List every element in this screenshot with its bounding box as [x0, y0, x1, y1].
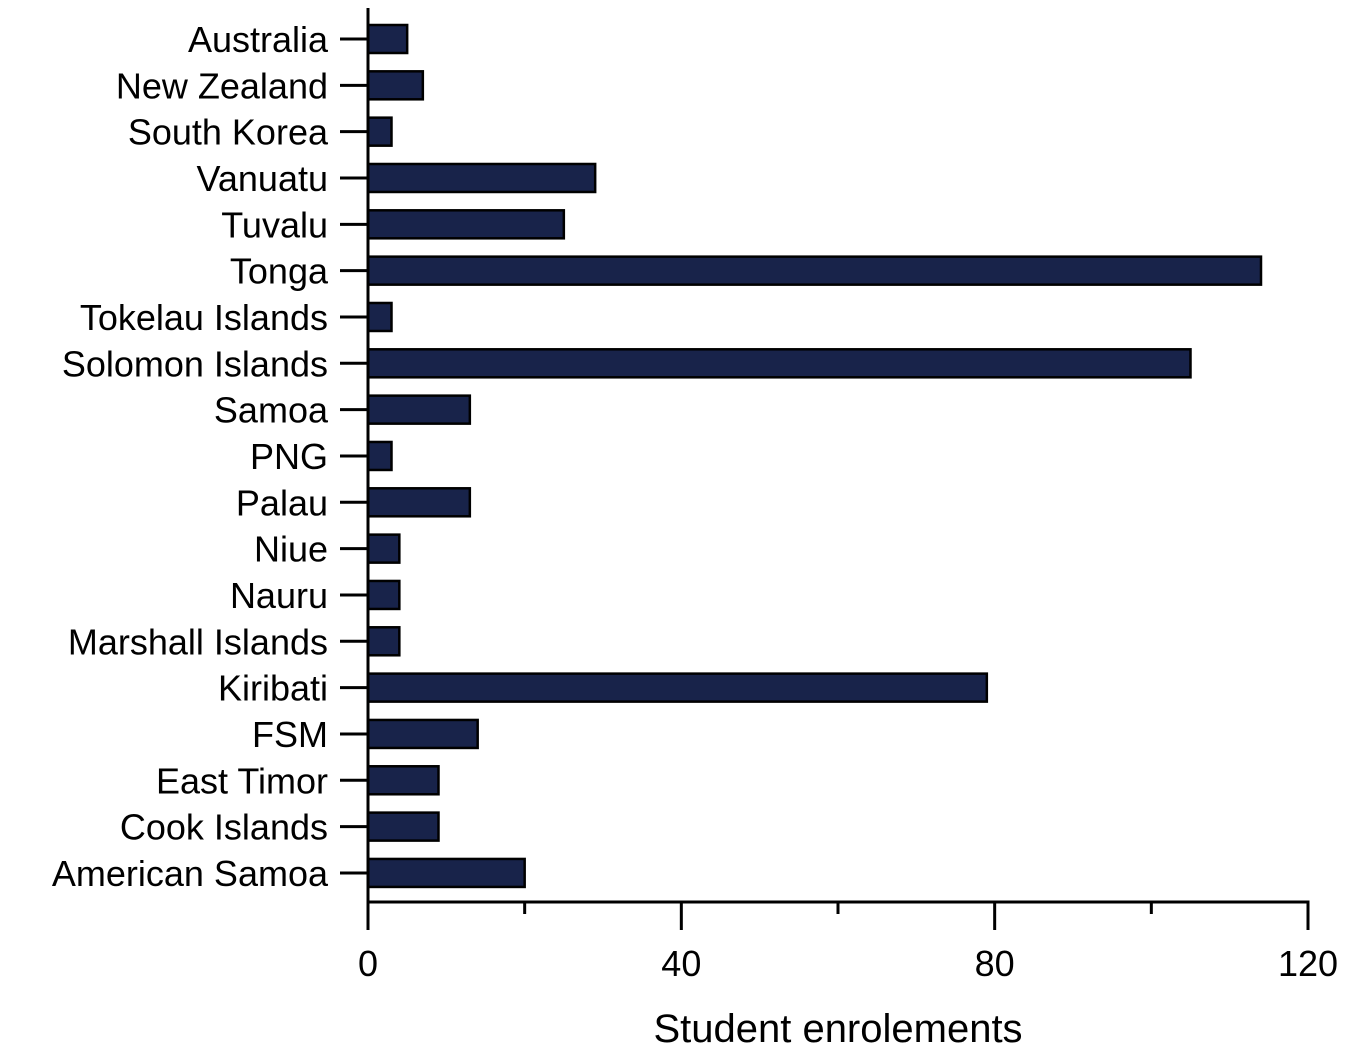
bars-layer — [366, 23, 1263, 889]
y-tick-label: Solomon Islands — [62, 343, 328, 384]
y-tick-label: Australia — [188, 19, 329, 60]
x-tick-label: 80 — [975, 943, 1015, 984]
y-tick-label: American Samoa — [52, 853, 329, 894]
bar-palau — [366, 487, 472, 518]
bar-tonga — [366, 255, 1263, 286]
y-tick-label: Kiribati — [218, 668, 328, 709]
bar-tokelau-islands — [366, 301, 393, 333]
x-tick-label: 0 — [358, 943, 378, 984]
bar-niue — [366, 533, 401, 564]
y-tick-label: East Timor — [156, 760, 328, 801]
x-axis: 0 40 80 120 — [358, 900, 1338, 984]
y-tick-label: Samoa — [214, 390, 329, 431]
bar-tuvalu — [366, 209, 566, 240]
bar-nauru — [366, 579, 401, 611]
bar-east-timor — [366, 765, 440, 796]
bar-south-korea — [366, 116, 393, 147]
x-tick-label: 40 — [661, 943, 701, 984]
y-tick-label: Nauru — [230, 575, 328, 616]
y-tick-label: South Korea — [128, 112, 329, 153]
y-tick-label: Vanuatu — [197, 158, 328, 199]
bar-png — [366, 440, 393, 472]
y-tick-label: Tonga — [230, 251, 329, 292]
bar-fsm — [366, 718, 479, 750]
y-tick-label: Tokelau Islands — [80, 297, 328, 338]
bar-american-samoa — [366, 857, 526, 889]
y-tick-label: Cook Islands — [120, 807, 328, 848]
y-axis: Australia New Zealand South Korea Vanuatu Tu… — [52, 8, 370, 902]
y-tick-label: New Zealand — [116, 65, 328, 106]
y-tick-label: Marshall Islands — [68, 621, 328, 662]
bar-vanuatu — [366, 162, 597, 194]
y-tick-label: Niue — [254, 529, 328, 570]
bar-new-zealand — [366, 70, 425, 101]
bar-samoa — [366, 394, 472, 425]
bar-marshall-islands — [366, 626, 401, 657]
bar-cook-islands — [366, 811, 440, 842]
x-axis-title: Student enrolements — [653, 1007, 1022, 1049]
x-tick-label: 120 — [1278, 943, 1338, 984]
y-tick-label: Palau — [236, 482, 328, 523]
bar-kiribati — [366, 672, 989, 703]
y-tick-label: FSM — [252, 714, 328, 755]
bar-solomon-islands — [366, 348, 1192, 379]
y-tick-label: Tuvalu — [221, 204, 328, 245]
bar-australia — [366, 23, 409, 55]
y-tick-label: PNG — [250, 436, 328, 477]
